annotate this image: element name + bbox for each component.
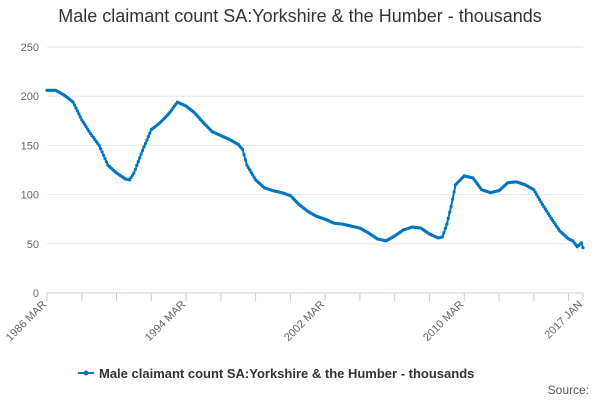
data-point	[75, 109, 80, 113]
x-tick-label: 2017 JAN	[542, 299, 585, 342]
data-point	[136, 160, 140, 164]
legend[interactable]: Male claimant count SA:Yorkshire & the H…	[78, 366, 474, 381]
data-point	[535, 193, 539, 197]
data-point	[146, 134, 151, 139]
source-label: Source:	[548, 383, 589, 397]
data-point	[251, 173, 255, 177]
series-layer	[45, 88, 585, 250]
data-point	[71, 100, 75, 104]
data-point	[148, 131, 152, 135]
data-point	[536, 195, 540, 199]
data-point	[104, 160, 108, 164]
data-point	[130, 173, 135, 177]
data-point	[242, 152, 246, 157]
x-axis-ticks: 1986 MAR 1994 MAR 2002 MAR 2010 MAR 2017 JAN	[4, 299, 585, 344]
data-point	[132, 171, 136, 175]
data-point	[540, 202, 545, 207]
data-point	[579, 241, 584, 245]
y-tick-label: 50	[27, 239, 39, 251]
data-point	[440, 235, 445, 239]
data-point	[103, 156, 107, 161]
data-point	[143, 141, 148, 146]
data-point	[452, 190, 456, 194]
x-tick-label: 2010 MAR	[421, 299, 466, 344]
series-line	[47, 89, 584, 249]
data-point	[545, 209, 549, 213]
x-tick-label: 1994 MAR	[143, 299, 188, 344]
data-point	[548, 214, 552, 218]
data-point	[100, 150, 104, 154]
data-point	[84, 125, 88, 129]
series-markers	[45, 88, 585, 250]
chart-title: Male claimant count SA:Yorkshire & the H…	[58, 6, 542, 26]
data-point	[246, 165, 250, 170]
data-point	[449, 204, 453, 209]
data-point	[129, 175, 133, 180]
data-point	[446, 216, 450, 220]
data-point	[78, 115, 82, 119]
data-point	[537, 197, 542, 202]
data-point	[127, 178, 132, 182]
data-point	[448, 210, 452, 214]
data-point	[97, 143, 101, 147]
data-point	[451, 197, 455, 201]
legend-marker	[83, 370, 89, 376]
data-point	[142, 145, 146, 149]
data-point	[442, 231, 446, 235]
data-point	[539, 200, 543, 204]
data-point	[532, 188, 536, 192]
data-point	[240, 147, 245, 151]
grid-layer	[47, 46, 583, 245]
data-point	[72, 103, 77, 107]
data-point	[252, 175, 256, 179]
data-point	[83, 122, 87, 127]
data-point	[139, 152, 143, 156]
data-point	[546, 212, 550, 216]
data-point	[443, 226, 447, 230]
x-tick-label: 1986 MAR	[4, 299, 49, 344]
data-point	[87, 129, 91, 133]
data-point	[81, 120, 85, 124]
data-point	[80, 118, 84, 122]
data-point	[145, 138, 149, 142]
legend-label: Male claimant count SA:Yorkshire & the H…	[99, 366, 474, 381]
data-point	[248, 168, 252, 172]
data-point	[135, 163, 139, 168]
data-point	[249, 170, 253, 175]
y-tick-label: 100	[21, 190, 39, 202]
data-point	[138, 156, 142, 160]
data-point	[445, 222, 449, 226]
y-tick-label: 200	[21, 91, 39, 103]
y-tick-label: 150	[21, 140, 39, 152]
y-tick-label: 250	[21, 42, 39, 54]
x-tick-label: 2002 MAR	[282, 299, 327, 344]
data-point	[245, 163, 249, 167]
data-point	[77, 112, 81, 116]
data-point	[533, 190, 537, 194]
data-point	[542, 205, 546, 209]
data-point	[543, 207, 547, 211]
data-point	[101, 153, 106, 157]
data-point	[581, 246, 585, 250]
axis-layer	[46, 292, 584, 301]
data-point	[133, 167, 137, 171]
y-tick-label: 0	[33, 288, 39, 300]
y-axis-ticks: 0 50 100 150 200 250	[21, 42, 39, 300]
data-point	[74, 106, 78, 110]
data-point	[141, 148, 145, 152]
data-point	[99, 147, 103, 151]
data-point	[85, 127, 90, 131]
data-point	[243, 158, 248, 162]
